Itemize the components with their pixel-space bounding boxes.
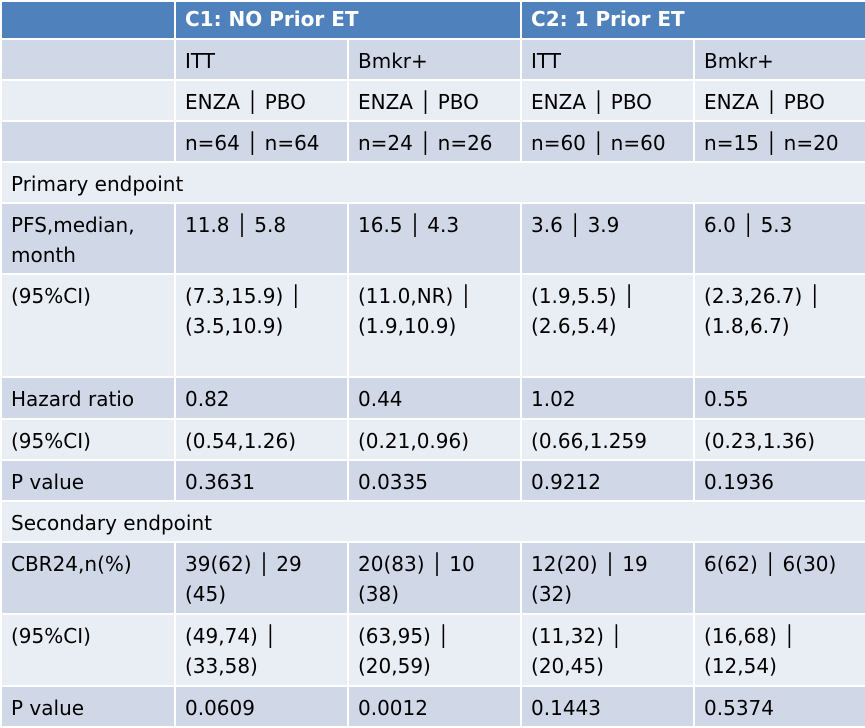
table-cell: 0.1443 — [520, 684, 696, 728]
table-cell: (63,95) │ (20,59) — [346, 612, 523, 687]
table-cell: (0.21,0.96) — [346, 417, 523, 461]
table-cell: (49,74) │ (33,58) — [174, 612, 349, 687]
table-cell: (16,68) │ (12,54) — [693, 612, 865, 687]
arms-cell: ENZA │ PBO — [174, 79, 349, 123]
row-label: Hazard ratio — [0, 376, 176, 420]
population-label — [0, 38, 176, 82]
row-label: (95%CI) — [0, 273, 176, 379]
table-cell: (0.54,1.26) — [174, 417, 349, 461]
counts-cell: n=24 │ n=26 — [346, 120, 523, 164]
table-cell: 11.8 │ 5.8 — [174, 202, 349, 276]
section-row-primary: Primary endpoint — [0, 161, 865, 205]
table-cell: 20(83) │ 10 (38) — [346, 540, 523, 615]
counts-row: n=64 │ n=64 n=24 │ n=26 n=60 │ n=60 n=15… — [0, 120, 865, 164]
population-c2-bmkr: Bmkr+ — [693, 38, 865, 82]
table-cell: 0.44 — [346, 376, 523, 420]
table-cell: 16.5 │ 4.3 — [346, 202, 523, 276]
row-label: P value — [0, 458, 176, 502]
arms-cell: ENZA │ PBO — [346, 79, 523, 123]
header-c1-title: C1: NO Prior ET — [173, 0, 523, 41]
row-label: (95%CI) — [0, 417, 176, 461]
row-label: P value — [0, 684, 176, 728]
primary-endpoint-heading: Primary endpoint — [0, 161, 865, 205]
secondary-endpoint-heading: Secondary endpoint — [0, 499, 865, 543]
table-cell: (11.0,NR) │ (1.9,10.9) — [346, 273, 523, 379]
counts-cell: n=64 │ n=64 — [174, 120, 349, 164]
section-row-secondary: Secondary endpoint — [0, 499, 865, 543]
counts-label — [0, 120, 176, 164]
row-label: (95%CI) — [0, 612, 176, 687]
table-cell: 39(62) │ 29 (45) — [174, 540, 349, 615]
table-cell: 1.02 — [520, 376, 696, 420]
arms-cell: ENZA │ PBO — [693, 79, 865, 123]
table-row: (95%CI) (0.54,1.26) (0.21,0.96) (0.66,1.… — [0, 417, 865, 461]
table-row: (95%CI) (49,74) │ (33,58) (63,95) │ (20,… — [0, 612, 865, 687]
table-row: P value 0.3631 0.0335 0.9212 0.1936 — [0, 458, 865, 502]
counts-cell: n=15 │ n=20 — [693, 120, 865, 164]
row-label: CBR24,n(%) — [0, 540, 176, 615]
table-cell: (1.9,5.5) │ (2.6,5.4) — [520, 273, 696, 379]
table-cell: 6(62) │ 6(30) — [693, 540, 865, 615]
table-cell: 0.0012 — [346, 684, 523, 728]
header-c2-title: C2: 1 Prior ET — [520, 0, 865, 41]
counts-cell: n=60 │ n=60 — [520, 120, 696, 164]
table-row: Hazard ratio 0.82 0.44 1.02 0.55 — [0, 376, 865, 420]
arms-row: ENZA │ PBO ENZA │ PBO ENZA │ PBO ENZA │ … — [0, 79, 865, 123]
table-cell: (0.66,1.259 — [520, 417, 696, 461]
population-c1-bmkr: Bmkr+ — [346, 38, 523, 82]
table-cell: 0.3631 — [174, 458, 349, 502]
table-cell: (0.23,1.36) — [693, 417, 865, 461]
table-row: CBR24,n(%) 39(62) │ 29 (45) 20(83) │ 10 … — [0, 540, 865, 615]
table-cell: (7.3,15.9) │ (3.5,10.9) — [174, 273, 349, 379]
table-cell: (2.3,26.7) │ (1.8,6.7) — [693, 273, 865, 379]
table-cell: 0.0609 — [174, 684, 349, 728]
table-row: PFS,median, month 11.8 │ 5.8 16.5 │ 4.3 … — [0, 202, 865, 276]
table-cell: (11,32) │ (20,45) — [520, 612, 696, 687]
population-row: ITT Bmkr+ ITT Bmkr+ — [0, 38, 865, 82]
table-cell: 12(20) │ 19 (32) — [520, 540, 696, 615]
arms-cell: ENZA │ PBO — [520, 79, 696, 123]
table-cell: 0.0335 — [346, 458, 523, 502]
arms-label — [0, 79, 176, 123]
header-blank-cell — [0, 0, 176, 41]
table-row: (95%CI) (7.3,15.9) │ (3.5,10.9) (11.0,NR… — [0, 273, 865, 379]
table-cell: 0.9212 — [520, 458, 696, 502]
population-c1-itt: ITT — [174, 38, 349, 82]
population-c2-itt: ITT — [520, 38, 696, 82]
table-cell: 0.55 — [693, 376, 865, 420]
table-cell: 0.82 — [174, 376, 349, 420]
header-row: C1: NO Prior ET C2: 1 Prior ET — [0, 0, 865, 41]
table-cell: 0.5374 — [693, 684, 865, 728]
row-label: PFS,median, month — [0, 202, 176, 276]
table-row: P value 0.0609 0.0012 0.1443 0.5374 — [0, 684, 865, 728]
table-cell: 6.0 │ 5.3 — [693, 202, 865, 276]
table-cell: 0.1936 — [693, 458, 865, 502]
table-cell: 3.6 │ 3.9 — [520, 202, 696, 276]
